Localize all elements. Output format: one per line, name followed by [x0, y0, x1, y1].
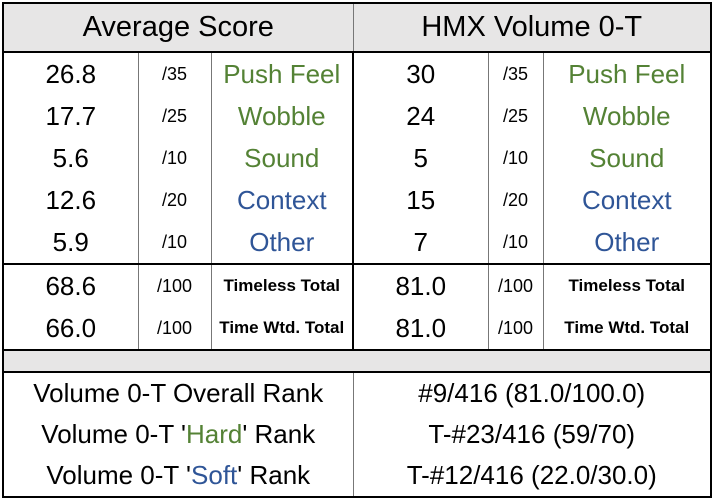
header-row: Average Score HMX Volume 0-T [2, 2, 712, 53]
category-label: Other [211, 221, 354, 264]
product-value: 7 [353, 221, 489, 264]
avg-value: 5.6 [2, 137, 139, 179]
product-value: 5 [353, 137, 489, 179]
hard-rank-value: T-#23/416 (59/70) [353, 414, 712, 455]
category-row-sound: 5.6 /10 Sound 5 /10 Sound [2, 137, 712, 179]
total-label: Time Wtd. Total [211, 307, 354, 350]
category-row-push-feel: 26.8 /35 Push Feel 30 /35 Push Feel [2, 52, 712, 95]
category-row-context: 12.6 /20 Context 15 /20 Context [2, 179, 712, 221]
rank-row-soft: Volume 0-T 'Soft' Rank T-#12/416 (22.0/3… [2, 455, 712, 498]
avg-denominator: /10 [138, 221, 212, 264]
product-value: 30 [353, 52, 489, 95]
avg-denominator: /20 [138, 179, 212, 221]
category-label: Push Feel [211, 52, 354, 95]
product-value: 24 [353, 95, 489, 137]
hard-rank-prefix: Volume 0-T ' [41, 419, 186, 449]
avg-total-value: 66.0 [2, 307, 139, 350]
total-label: Timeless Total [543, 263, 712, 307]
category-label: Wobble [543, 95, 712, 137]
overall-rank-value: #9/416 (81.0/100.0) [353, 372, 712, 414]
time-weighted-total-row: 66.0 /100 Time Wtd. Total 81.0 /100 Time… [2, 307, 712, 350]
soft-rank-prefix: Volume 0-T ' [46, 460, 192, 490]
category-label: Sound [543, 137, 712, 179]
product-denominator: /35 [488, 52, 544, 95]
category-row-wobble: 17.7 /25 Wobble 24 /25 Wobble [2, 95, 712, 137]
rank-row-hard: Volume 0-T 'Hard' Rank T-#23/416 (59/70) [2, 414, 712, 455]
soft-rank-label: Volume 0-T 'Soft' Rank [2, 455, 354, 498]
avg-denominator: /25 [138, 95, 212, 137]
product-denominator: /20 [488, 179, 544, 221]
category-label: Sound [211, 137, 354, 179]
timeless-total-row: 68.6 /100 Timeless Total 81.0 /100 Timel… [2, 263, 712, 307]
category-label: Context [211, 179, 354, 221]
category-label: Push Feel [543, 52, 712, 95]
average-score-title: Average Score [2, 2, 354, 53]
product-total-denominator: /100 [488, 307, 544, 350]
avg-denominator: /35 [138, 52, 212, 95]
product-title: HMX Volume 0-T [353, 2, 712, 53]
hard-rank-label: Volume 0-T 'Hard' Rank [2, 414, 354, 455]
product-total-value: 81.0 [353, 307, 489, 350]
product-denominator: /10 [488, 137, 544, 179]
hard-rank-suffix: ' Rank [242, 419, 316, 449]
product-value: 15 [353, 179, 489, 221]
avg-total-denominator: /100 [138, 263, 212, 307]
category-label: Context [543, 179, 712, 221]
product-total-value: 81.0 [353, 263, 489, 307]
score-table: Average Score HMX Volume 0-T 26.8 /35 Pu… [2, 2, 712, 498]
product-total-denominator: /100 [488, 263, 544, 307]
category-label: Wobble [211, 95, 354, 137]
product-denominator: /25 [488, 95, 544, 137]
avg-total-denominator: /100 [138, 307, 212, 350]
rank-row-overall: Volume 0-T Overall Rank #9/416 (81.0/100… [2, 372, 712, 414]
soft-rank-suffix: ' Rank [237, 460, 311, 490]
avg-value: 5.9 [2, 221, 139, 264]
total-label: Timeless Total [211, 263, 354, 307]
avg-value: 17.7 [2, 95, 139, 137]
category-row-other: 5.9 /10 Other 7 /10 Other [2, 221, 712, 264]
avg-total-value: 68.6 [2, 263, 139, 307]
overall-rank-label: Volume 0-T Overall Rank [2, 372, 354, 414]
divider-cell [2, 349, 712, 373]
avg-value: 12.6 [2, 179, 139, 221]
divider-band [2, 349, 712, 373]
soft-rank-value: T-#12/416 (22.0/30.0) [353, 455, 712, 498]
product-denominator: /10 [488, 221, 544, 264]
hard-word: Hard [185, 419, 243, 449]
category-label: Other [543, 221, 712, 264]
avg-value: 26.8 [2, 52, 139, 95]
avg-denominator: /10 [138, 137, 212, 179]
total-label: Time Wtd. Total [543, 307, 712, 350]
soft-word: Soft [191, 460, 238, 490]
